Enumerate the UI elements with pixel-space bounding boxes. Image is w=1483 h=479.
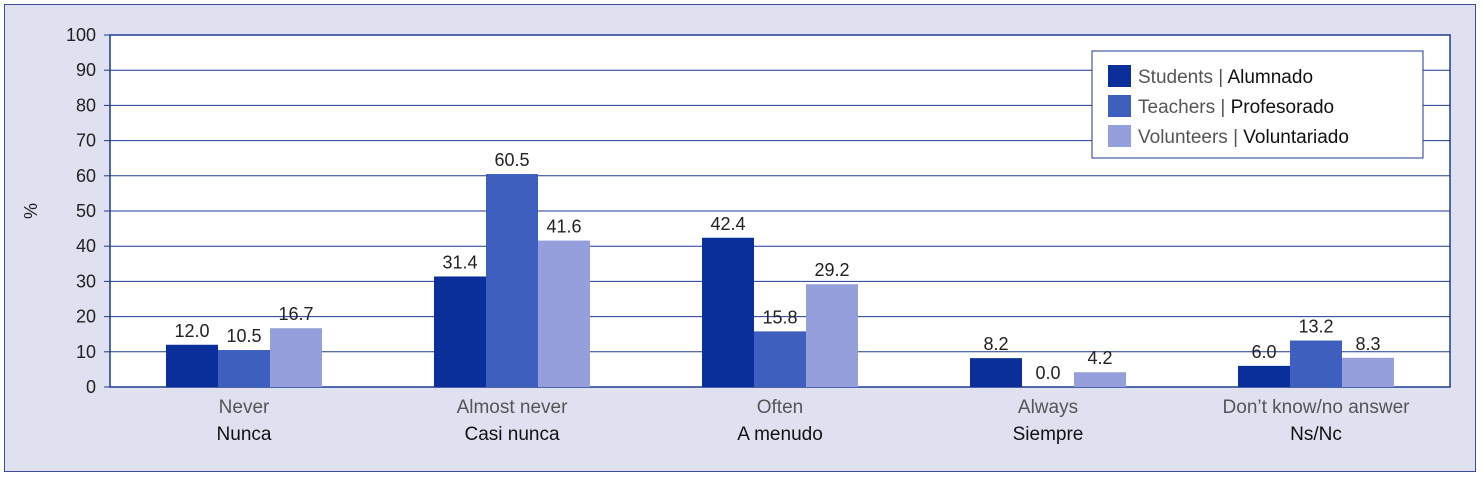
x-category-label-en: Almost never xyxy=(457,397,569,418)
legend-label: Volunteers | Voluntariado xyxy=(1138,127,1349,148)
y-tick-label: 10 xyxy=(76,342,96,362)
x-category-label-es: A menudo xyxy=(737,424,823,445)
data-label: 4.2 xyxy=(1087,348,1112,368)
legend-label: Teachers | Profesorado xyxy=(1138,97,1334,118)
data-label: 15.8 xyxy=(762,307,797,327)
bar xyxy=(434,276,486,387)
data-label: 13.2 xyxy=(1298,317,1333,337)
x-axis-categories: Never Nunca Almost never Casi nunca Often A m… xyxy=(217,397,1411,445)
data-label: 0.0 xyxy=(1035,363,1060,383)
bar xyxy=(1290,340,1342,387)
x-category-label-en: Often xyxy=(757,397,803,418)
x-category-label-en: Always xyxy=(1018,397,1078,418)
legend-label: Students | Alumnado xyxy=(1138,67,1313,88)
bar xyxy=(1342,357,1394,387)
data-label: 29.2 xyxy=(814,260,849,280)
data-label: 42.4 xyxy=(710,214,745,234)
bar xyxy=(538,240,590,387)
data-label: 6.0 xyxy=(1251,342,1276,362)
bar xyxy=(270,328,322,387)
data-label: 8.2 xyxy=(983,334,1008,354)
data-labels: 12.0 10.5 16.7 31.4 60.5 41.6 42.4 15.8 29.2 8.2 0… xyxy=(174,150,1380,383)
y-axis-ticks: 0 10 20 30 40 50 60 70 80 90 100 xyxy=(66,25,110,397)
x-category-label-es: Casi nunca xyxy=(464,424,559,445)
y-tick-label: 100 xyxy=(66,25,96,45)
y-tick-label: 0 xyxy=(86,377,96,397)
data-label: 60.5 xyxy=(494,150,529,170)
legend-swatch xyxy=(1108,125,1131,147)
x-category-label-en: Never xyxy=(219,397,270,418)
data-label: 41.6 xyxy=(546,217,581,237)
y-tick-label: 80 xyxy=(76,95,96,115)
bar xyxy=(1238,365,1290,387)
y-axis-label: % xyxy=(21,203,41,219)
legend: Students | Alumnado Teachers | Profesorad… xyxy=(1091,50,1424,159)
data-label: 8.3 xyxy=(1355,334,1380,354)
y-tick-label: 50 xyxy=(76,201,96,221)
bar xyxy=(970,358,1022,387)
bar xyxy=(1074,372,1126,387)
x-category-label-es: Ns/Nc xyxy=(1290,424,1342,445)
x-category-label-es: Siempre xyxy=(1013,424,1084,445)
y-tick-label: 70 xyxy=(76,131,96,151)
bars xyxy=(166,174,1394,387)
data-label: 16.7 xyxy=(278,304,313,324)
y-tick-label: 90 xyxy=(76,60,96,80)
y-tick-label: 40 xyxy=(76,236,96,256)
x-category-label-en: Don’t know/no answer xyxy=(1223,397,1411,418)
x-category-label-es: Nunca xyxy=(217,424,272,445)
bar xyxy=(754,331,806,387)
bar xyxy=(486,174,538,387)
data-label: 31.4 xyxy=(442,252,477,272)
bar xyxy=(166,344,218,387)
y-tick-label: 30 xyxy=(76,271,96,291)
legend-swatch xyxy=(1108,95,1131,117)
y-tick-label: 20 xyxy=(76,307,96,327)
data-label: 12.0 xyxy=(174,321,209,341)
y-tick-label: 60 xyxy=(76,166,96,186)
legend-box xyxy=(1091,50,1424,159)
bar xyxy=(806,284,858,387)
bar xyxy=(218,350,270,387)
bar xyxy=(702,237,754,387)
data-label: 10.5 xyxy=(226,326,261,346)
legend-swatch xyxy=(1108,65,1131,87)
